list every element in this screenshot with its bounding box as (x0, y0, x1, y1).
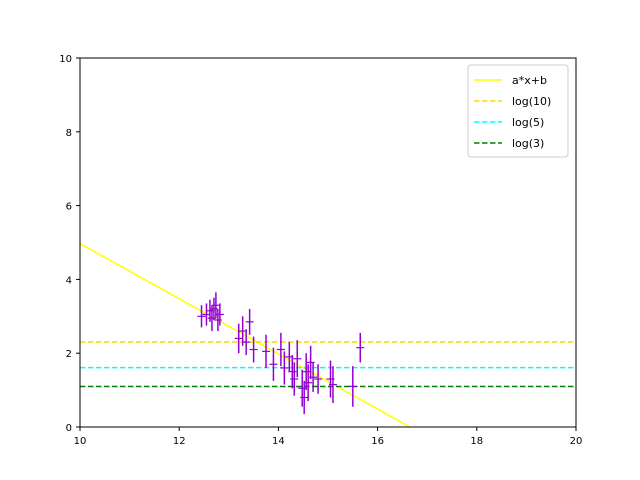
data-point (269, 347, 278, 381)
x-tick-label: 20 (570, 436, 583, 447)
data-point (242, 329, 251, 356)
y-tick-label: 8 (66, 128, 72, 139)
x-tick-label: 18 (470, 436, 483, 447)
y-tick-label: 0 (66, 423, 72, 434)
data-point (215, 303, 224, 326)
data-point (245, 308, 254, 335)
legend-label: log(3) (512, 137, 544, 150)
data-point (304, 364, 313, 402)
data-point (211, 292, 220, 319)
y-tick-label: 6 (66, 202, 72, 213)
axes-frame (79, 57, 577, 428)
data-point (202, 303, 211, 326)
legend-label: log(10) (512, 95, 551, 108)
data-point (238, 316, 247, 346)
data-point (300, 380, 309, 415)
legend-label: log(5) (512, 116, 544, 129)
data-point (309, 362, 318, 392)
y-tick-label: 10 (59, 54, 72, 65)
data-point (290, 362, 299, 396)
data-point (280, 351, 289, 385)
data-point (276, 332, 285, 367)
data-point (314, 364, 323, 394)
data-point (249, 336, 258, 363)
series-line-a-x-b (80, 242, 411, 427)
plot-area: 10 12 14 16 18 20 0 2 4 6 8 10 (59, 54, 582, 447)
data-point (293, 340, 302, 378)
data-point (348, 366, 357, 407)
legend: a*x+b log(10) log(5) log(3) (467, 64, 569, 158)
series-layer (80, 242, 576, 427)
data-point (234, 323, 243, 354)
x-tick-label: 10 (74, 436, 87, 447)
data-point (197, 305, 206, 328)
data-point (356, 332, 365, 363)
data-point (328, 366, 337, 404)
x-tick-label: 14 (272, 436, 285, 447)
x-tick-label: 12 (173, 436, 186, 447)
y-tick-label: 2 (66, 349, 72, 360)
legend-box (467, 64, 569, 158)
legend-label: a*x+b (512, 74, 547, 87)
y-tick-label: 4 (66, 275, 72, 286)
x-tick-label: 16 (371, 436, 384, 447)
data-point (262, 334, 270, 368)
